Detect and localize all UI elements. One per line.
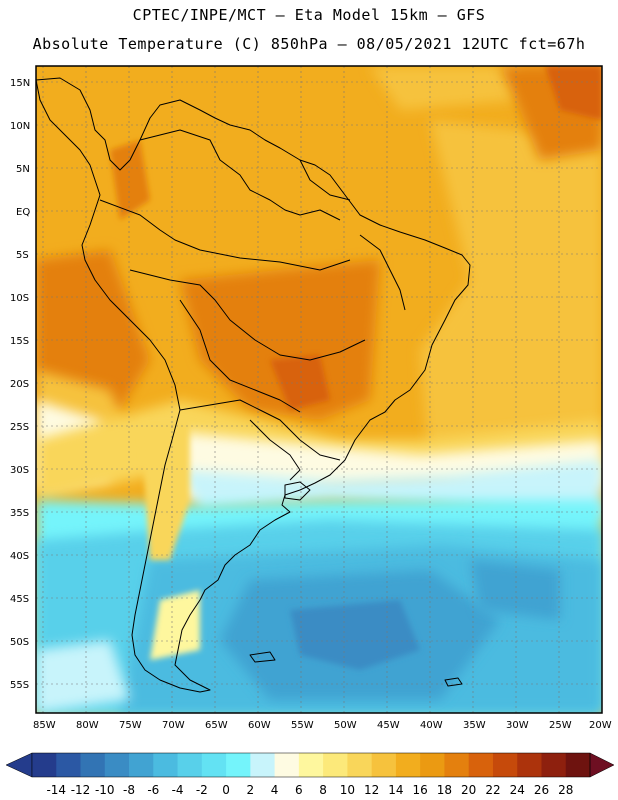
colorbar-label: 6 — [295, 783, 303, 797]
colorbar-swatch — [541, 753, 567, 777]
lat-label: 5N — [16, 164, 30, 175]
colorbar-swatch — [80, 753, 106, 777]
lon-label: 30W — [506, 720, 529, 731]
colorbar-swatch — [177, 753, 203, 777]
lon-label: 75W — [119, 720, 142, 731]
lat-lon-grid — [36, 66, 602, 713]
colorbar-label: -12 — [71, 783, 91, 797]
colorbar-swatch — [565, 753, 591, 777]
colorbar-outline — [31, 752, 591, 778]
coastline — [36, 77, 471, 693]
colorbar-arrow-low — [5, 752, 33, 778]
colorbar-label: 16 — [413, 783, 428, 797]
colorbar-swatch — [517, 753, 542, 777]
lon-label: 50W — [334, 720, 357, 731]
lon-label: 20W — [589, 720, 612, 731]
map-title-line1: CPTEC/INPE/MCT – Eta Model 15km – GFS — [132, 6, 486, 24]
lon-label: 40W — [420, 720, 443, 731]
lon-label: 25W — [549, 720, 572, 731]
lat-label: 40S — [10, 551, 29, 562]
colorbar-label: 18 — [437, 783, 452, 797]
colorbar-label: 28 — [558, 783, 573, 797]
temperature-field — [36, 66, 602, 713]
lat-label: 50S — [10, 637, 29, 648]
colorbar-swatch — [395, 753, 421, 777]
lon-label: 65W — [205, 720, 228, 731]
colorbar-label: 24 — [510, 783, 525, 797]
colorbar-swatch — [492, 753, 518, 777]
colorbar-swatch — [129, 753, 154, 777]
colorbar-swatch — [420, 753, 445, 777]
colorbar-arrow-high — [589, 752, 615, 778]
lat-label: 10N — [10, 121, 30, 132]
colorbar-label: 22 — [485, 783, 500, 797]
lat-label: 15S — [10, 336, 29, 347]
colorbar-label: 4 — [271, 783, 279, 797]
lat-label: EQ — [16, 207, 30, 218]
lat-label: 15N — [10, 78, 30, 89]
colorbar-swatch — [250, 753, 276, 777]
colorbar-swatch — [444, 753, 470, 777]
colorbar-swatch — [56, 753, 81, 777]
lat-label: 5S — [16, 250, 29, 261]
lon-label: 55W — [291, 720, 314, 731]
colorbar-label: -8 — [123, 783, 135, 797]
colorbar-label: 12 — [364, 783, 379, 797]
lon-label: 85W — [33, 720, 56, 731]
colorbar-label: 20 — [461, 783, 476, 797]
colorbar-swatch — [298, 753, 324, 777]
latitude-labels: 15N 10N 5N EQ 5S 10S 15S 20S 25S 30S 35S… — [10, 78, 30, 691]
lon-label: 35W — [463, 720, 486, 731]
colorbar-label: -14 — [46, 783, 66, 797]
colorbar-swatch — [323, 753, 348, 777]
colorbar-swatch — [468, 753, 494, 777]
map-title-line2: Absolute Temperature (C) 850hPa – 08/05/… — [32, 35, 586, 53]
colorbar-swatch — [201, 753, 227, 777]
colorbar-label: 8 — [319, 783, 327, 797]
colorbar: -14 -12 -10 -8 -6 -4 -2 0 2 4 6 8 10 12 14 16 18 20 22 24 26… — [5, 752, 615, 797]
longitude-labels: 85W 80W 75W 70W 65W 60W 55W 50W 45W 40W … — [33, 720, 612, 731]
map-frame — [35, 65, 603, 714]
colorbar-swatch — [104, 753, 130, 777]
colorbar-swatch — [153, 753, 178, 777]
lon-label: 80W — [76, 720, 99, 731]
colorbar-swatch — [371, 753, 397, 777]
colorbar-label: 14 — [388, 783, 403, 797]
lat-label: 25S — [10, 422, 29, 433]
colorbar-label: 0 — [222, 783, 230, 797]
colorbar-swatch — [274, 753, 300, 777]
lat-label: 55S — [10, 680, 29, 691]
colorbar-swatch — [226, 753, 251, 777]
lat-label: 20S — [10, 379, 29, 390]
colorbar-label: 2 — [247, 783, 255, 797]
colorbar-swatch — [32, 753, 57, 777]
lon-label: 60W — [248, 720, 271, 731]
colorbar-swatch — [347, 753, 373, 777]
lat-label: 10S — [10, 293, 29, 304]
lon-label: 45W — [377, 720, 400, 731]
colorbar-label: 26 — [534, 783, 549, 797]
colorbar-label: -6 — [147, 783, 159, 797]
colorbar-label: -10 — [95, 783, 115, 797]
lat-label: 35S — [10, 508, 29, 519]
colorbar-label: -2 — [196, 783, 208, 797]
lat-label: 45S — [10, 594, 29, 605]
colorbar-label: -4 — [172, 783, 184, 797]
lat-label: 30S — [10, 465, 29, 476]
lon-label: 70W — [162, 720, 185, 731]
colorbar-label: 10 — [340, 783, 355, 797]
